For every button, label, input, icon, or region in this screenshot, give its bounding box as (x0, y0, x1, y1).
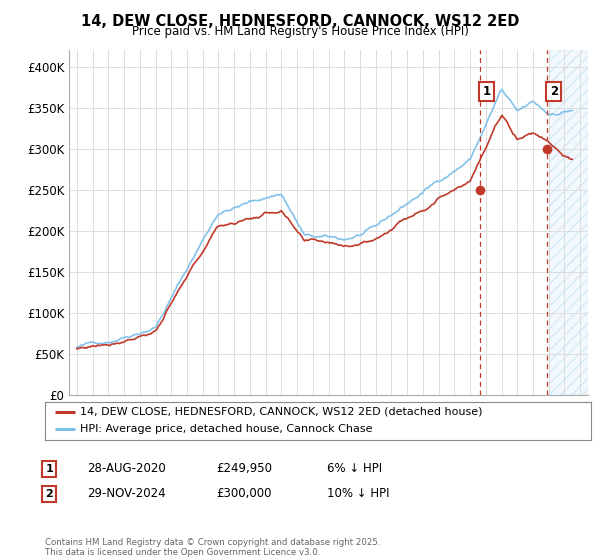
Text: 6% ↓ HPI: 6% ↓ HPI (327, 462, 382, 475)
Text: 14, DEW CLOSE, HEDNESFORD, CANNOCK, WS12 2ED (detached house): 14, DEW CLOSE, HEDNESFORD, CANNOCK, WS12… (80, 407, 483, 417)
Text: 10% ↓ HPI: 10% ↓ HPI (327, 487, 389, 501)
Text: £300,000: £300,000 (216, 487, 271, 501)
Text: 28-AUG-2020: 28-AUG-2020 (87, 462, 166, 475)
Text: 1: 1 (46, 464, 53, 474)
Text: 2: 2 (550, 85, 558, 98)
Text: £249,950: £249,950 (216, 462, 272, 475)
Text: 14, DEW CLOSE, HEDNESFORD, CANNOCK, WS12 2ED: 14, DEW CLOSE, HEDNESFORD, CANNOCK, WS12… (81, 14, 519, 29)
Text: 1: 1 (482, 85, 491, 98)
Bar (548, 50, 588, 395)
Text: HPI: Average price, detached house, Cannock Chase: HPI: Average price, detached house, Cann… (80, 424, 373, 435)
Bar (548, 50, 588, 395)
Text: 29-NOV-2024: 29-NOV-2024 (87, 487, 166, 501)
Text: 2: 2 (46, 489, 53, 499)
Text: Price paid vs. HM Land Registry's House Price Index (HPI): Price paid vs. HM Land Registry's House … (131, 25, 469, 38)
Text: Contains HM Land Registry data © Crown copyright and database right 2025.
This d: Contains HM Land Registry data © Crown c… (45, 538, 380, 557)
